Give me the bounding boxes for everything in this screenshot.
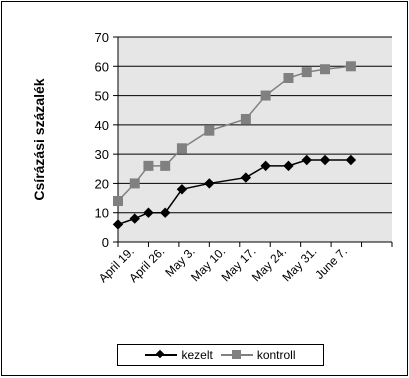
data-point-kontroll (176, 143, 187, 154)
data-point-kezelt (159, 207, 171, 218)
data-point-kezelt (301, 154, 312, 166)
y-tick-label: 50 (95, 89, 109, 104)
legend-label-kezelt: kezelt (181, 348, 213, 362)
data-point-kontroll (113, 196, 123, 206)
legend-label-kontroll: kontroll (256, 348, 296, 362)
data-point-kezelt (129, 213, 140, 224)
data-point-kontroll (240, 114, 251, 124)
y-axis-title: Csírázási százalék (31, 78, 47, 200)
data-point-kezelt (283, 160, 294, 172)
data-point-kezelt (345, 154, 357, 166)
data-point-kontroll (204, 125, 215, 136)
data-point-kezelt (112, 219, 124, 230)
data-point-kezelt (143, 207, 154, 218)
data-point-kezelt (204, 178, 215, 189)
y-tick-label: 10 (95, 206, 109, 221)
legend-swatch-kezelt (145, 349, 178, 361)
data-point-kontroll (301, 67, 312, 78)
data-point-kezelt (260, 160, 271, 172)
legend-item-kontroll: kontroll (220, 348, 296, 362)
data-point-kontroll (160, 160, 171, 171)
y-tick-label: 40 (95, 118, 109, 133)
data-point-kontroll (143, 160, 154, 171)
data-point-kontroll (345, 61, 356, 72)
y-tick-label: 20 (95, 176, 109, 191)
x-tick-label: May 31. (279, 244, 319, 284)
y-tick-label: 30 (95, 147, 109, 162)
data-point-kontroll (283, 73, 294, 83)
legend: kezelt kontroll (117, 344, 324, 366)
data-point-kezelt (319, 154, 331, 166)
data-point-kezelt (240, 172, 252, 183)
legend-item-kezelt: kezelt (145, 348, 213, 362)
data-point-kontroll (320, 64, 331, 75)
legend-swatch-kontroll (220, 349, 253, 361)
y-tick-label: 70 (95, 30, 109, 45)
y-tick-label: 0 (102, 235, 109, 250)
y-tick-label: 60 (95, 59, 109, 74)
data-point-kontroll (129, 178, 140, 189)
data-point-kezelt (176, 184, 188, 195)
x-tick-label: June 7. (312, 244, 350, 282)
data-point-kontroll (260, 90, 271, 101)
